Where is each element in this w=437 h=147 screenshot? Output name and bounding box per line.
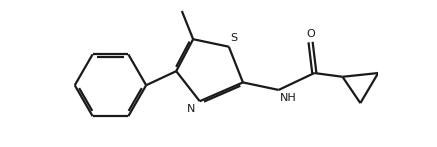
Text: S: S xyxy=(231,33,238,43)
Text: N: N xyxy=(187,104,195,114)
Text: O: O xyxy=(306,29,315,39)
Text: NH: NH xyxy=(280,93,296,103)
